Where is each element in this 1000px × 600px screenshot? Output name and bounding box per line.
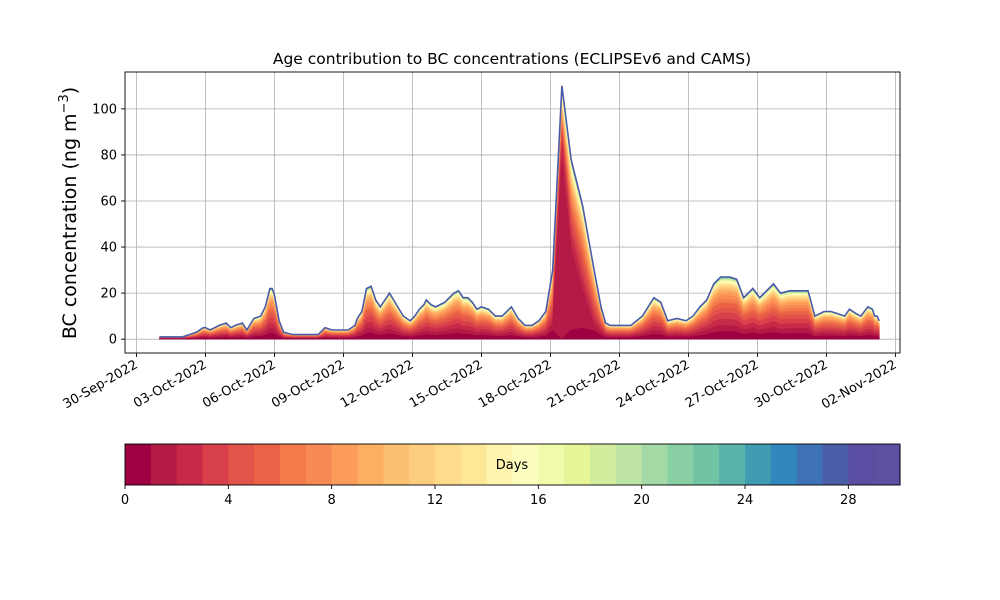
y-axis-label: BC concentration (ng m−3) (57, 87, 81, 339)
colorbar-segment (125, 444, 152, 485)
colorbar-segment (228, 444, 255, 485)
colorbar-segment (770, 444, 798, 485)
colorbar-segment (202, 444, 229, 485)
colorbar-segment (176, 444, 204, 485)
colorbar-segment (486, 444, 514, 485)
colorbar-segment (590, 444, 617, 485)
total-concentration-line (159, 85, 881, 338)
colorbar-segment (305, 444, 333, 485)
x-tick-label: 02-Nov-2022 (819, 357, 899, 412)
x-tick-label: 06-Oct-2022 (200, 357, 278, 411)
age-colorbar: Days 0 4 8 12 16 20 24 28 (121, 443, 901, 508)
colorbar-segment (460, 444, 488, 485)
y-tick-label: 0 (109, 333, 117, 348)
x-tick-label: 24-Oct-2022 (614, 357, 692, 411)
age-band-0 (159, 327, 880, 340)
colorbar-tick-label: 4 (224, 493, 232, 508)
y-tick-label: 40 (100, 241, 117, 256)
colorbar-tick-label: 24 (737, 493, 754, 508)
colorbar-segment (719, 444, 746, 485)
colorbar-segment (693, 444, 720, 485)
age-bands (159, 85, 881, 340)
colorbar-tick-label: 20 (633, 493, 650, 508)
colorbar-segment (615, 444, 643, 485)
x-tick-label: 30-Oct-2022 (752, 357, 830, 411)
colorbar-segment (848, 444, 875, 485)
y-tick-label: 80 (100, 148, 117, 163)
chart-title: Age contribution to BC concentrations (E… (273, 50, 751, 68)
colorbar-tick-label: 0 (121, 493, 129, 508)
colorbar-segment (796, 444, 824, 485)
x-tick-label: 30-Sep-2022 (61, 357, 141, 412)
x-tick-label: 15-Oct-2022 (407, 357, 485, 411)
colorbar-segment (538, 444, 565, 485)
colorbar-segment (822, 444, 849, 485)
colorbar-segment (435, 444, 462, 485)
x-tick-label: 12-Oct-2022 (338, 357, 416, 411)
colorbar-tick-label: 12 (427, 493, 444, 508)
colorbar-frame (124, 443, 901, 486)
plot-area: 0 20 40 60 80 100 30-Sep-202203-Oct-202206-Oct… (61, 71, 901, 412)
colorbar-segment (331, 444, 359, 485)
colorbar-segment (383, 444, 410, 485)
colorbar-segment (874, 444, 901, 485)
colorbar-segment (667, 444, 694, 485)
x-tick-label: 03-Oct-2022 (131, 357, 209, 411)
colorbar-segment (280, 444, 307, 485)
x-tick-label: 09-Oct-2022 (269, 357, 347, 411)
colorbar-segment (409, 444, 436, 485)
y-tick-label: 20 (100, 287, 117, 302)
colorbar-segment (564, 444, 591, 485)
y-tick-label: 60 (100, 194, 117, 209)
plot-frame (124, 71, 901, 354)
y-tick-label: 100 (92, 102, 117, 117)
colorbar-segment (745, 444, 772, 485)
x-tick-label: 21-Oct-2022 (545, 357, 623, 411)
colorbar-tick-label: 28 (840, 493, 857, 508)
colorbar-tick-label: 8 (328, 493, 336, 508)
colorbar-tick-label: 16 (530, 493, 547, 508)
colorbar-segment (357, 444, 384, 485)
colorbar-segment (512, 444, 539, 485)
colorbar-segment (254, 444, 281, 485)
colorbar-segment (150, 444, 178, 485)
x-tick-label: 27-Oct-2022 (683, 357, 761, 411)
x-tick-label: 18-Oct-2022 (476, 357, 554, 411)
colorbar-segment (641, 444, 669, 485)
colorbar-label: Days (496, 458, 529, 473)
